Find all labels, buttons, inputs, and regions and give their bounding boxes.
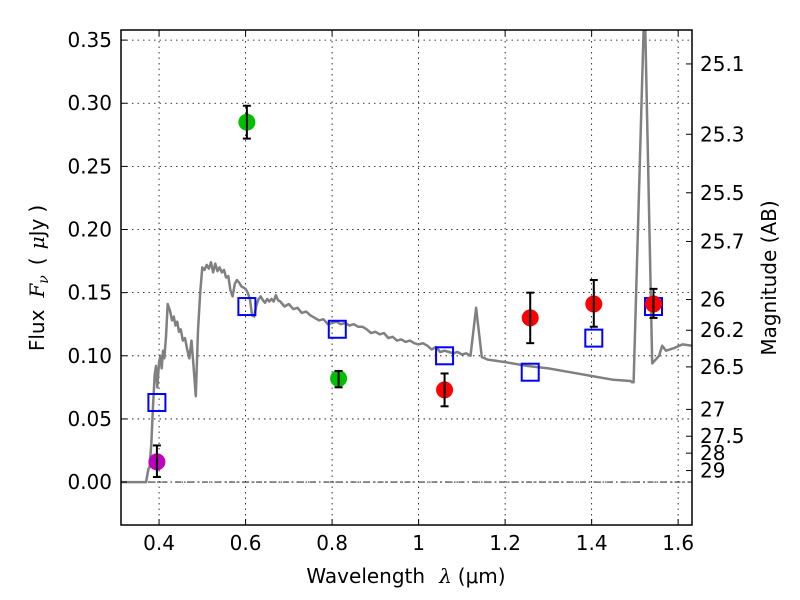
- x-tick-label: 1.4: [576, 531, 608, 555]
- right-tick-label: 26.2: [700, 318, 745, 342]
- x-tick-label: 0.8: [316, 531, 348, 555]
- right-tick-label: 27: [700, 397, 725, 421]
- axis-ticks: [121, 30, 692, 525]
- x-tick-label: 1: [412, 531, 425, 555]
- x-axis-label: Wavelength λ (μm): [306, 564, 505, 588]
- x-tick-label: 0.4: [143, 531, 175, 555]
- y-tick-labels: 0.00 0.05 0.10 0.15 0.20 0.25 0.30 0.35: [67, 28, 112, 494]
- x-tick-label: 1.6: [662, 531, 694, 555]
- right-tick-label: 27.5: [700, 424, 745, 448]
- y-tick-label: 0.25: [67, 154, 112, 178]
- y-tick-label: 0.15: [67, 281, 112, 305]
- y-tick-label: 0.30: [67, 91, 112, 115]
- right-tick-label: 26.5: [700, 355, 745, 379]
- x-tick-labels: 0.4 0.6 0.8 1 1.2 1.4 1.6: [143, 531, 694, 555]
- model-photometry-square: [147, 393, 167, 413]
- right-tick-label: 25.3: [700, 122, 745, 146]
- y-tick-label: 0.10: [67, 344, 112, 368]
- y-axis-label-right: Magnitude (AB): [757, 200, 781, 355]
- model-photometry-square: [327, 319, 347, 339]
- y-tick-label: 0.00: [67, 470, 112, 494]
- x-tick-label: 1.2: [489, 531, 521, 555]
- grid: [121, 30, 692, 525]
- model-photometry-square: [237, 297, 257, 317]
- model-spectrum-line: [121, 30, 692, 484]
- right-tick-label: 28: [700, 441, 725, 465]
- model-photometry-square: [520, 362, 540, 382]
- x-tick-label: 0.6: [230, 531, 262, 555]
- right-tick-label: 29: [700, 459, 725, 483]
- y-axis-label-left: FluxFν(μJy): [25, 205, 52, 351]
- y-tick-label: 0.20: [67, 218, 112, 242]
- y-tick-label: 0.05: [67, 407, 112, 431]
- right-tick-label: 25.7: [700, 229, 745, 253]
- model-photometry-square: [584, 328, 604, 348]
- right-tick-label: 25.5: [700, 181, 745, 205]
- model-photometry-square: [435, 346, 455, 366]
- right-tick-label: 26: [700, 288, 725, 312]
- right-tick-label: 25.1: [700, 52, 745, 76]
- plot-series: [121, 30, 692, 484]
- y-tick-label: 0.35: [67, 28, 112, 52]
- plot-frame: [120, 29, 693, 526]
